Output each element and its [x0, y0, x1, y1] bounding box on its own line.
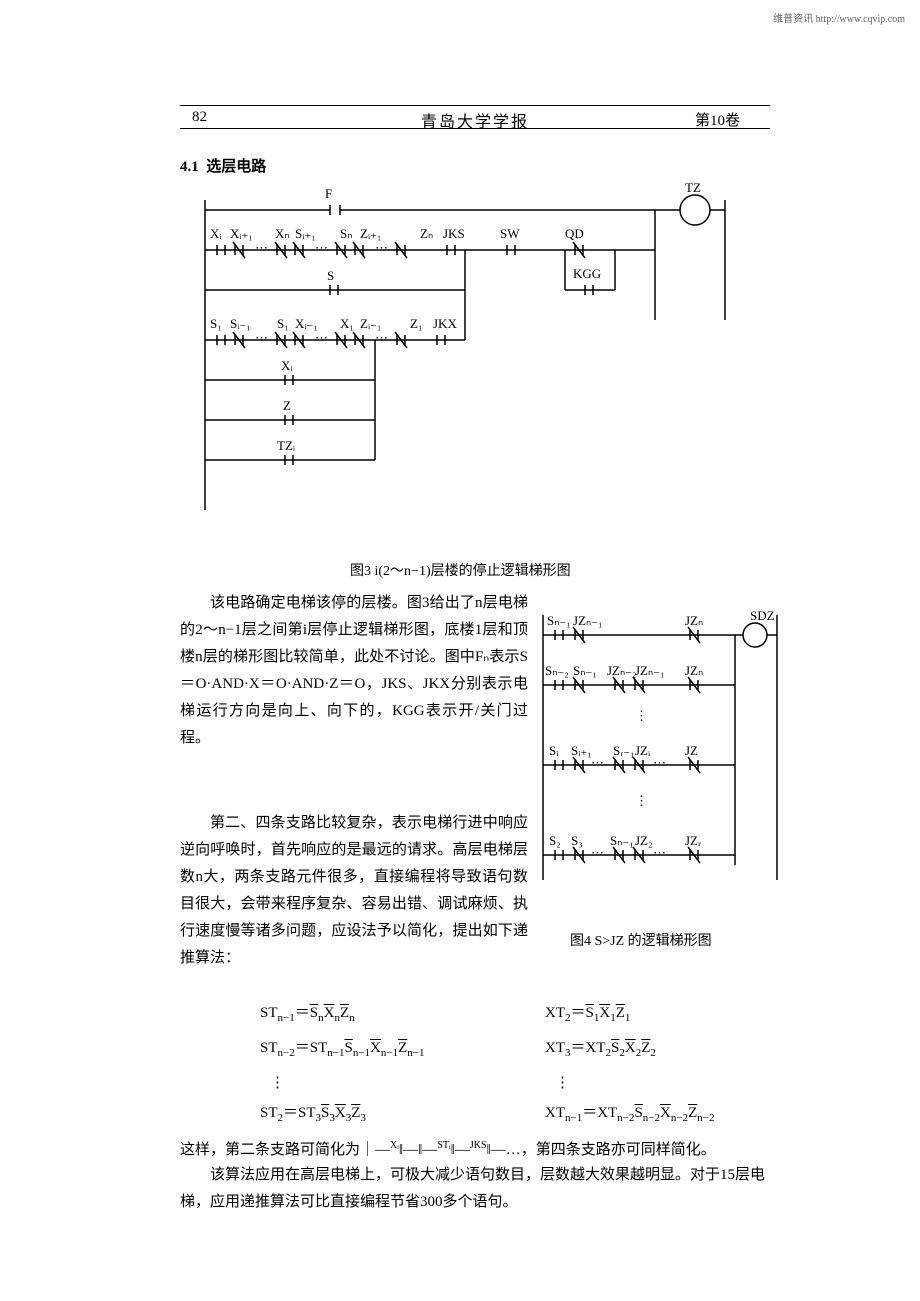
svg-text:Sᵣ₋₁: Sᵣ₋₁ — [613, 743, 635, 758]
svg-text:Sₙ₋₁: Sₙ₋₁ — [610, 833, 634, 848]
svg-text:⋯: ⋯ — [315, 330, 328, 345]
svg-text:Xᵢ: Xᵢ — [210, 226, 222, 241]
svg-text:⋯: ⋯ — [591, 845, 604, 860]
svg-text:Xᵢ: Xᵢ — [281, 358, 293, 373]
watermark: 维普资讯 http://www.cqvip.com — [773, 10, 905, 25]
svg-text:X₁: X₁ — [340, 316, 354, 331]
paragraph-1: 该电路确定电梯该停的层楼。图3给出了n层电梯的2～n−1层之间第i层停止逻辑梯形… — [180, 590, 528, 752]
volume-label: 第10卷 — [695, 109, 740, 130]
svg-text:⋯: ⋯ — [653, 845, 666, 860]
svg-text:JZ: JZ — [685, 743, 698, 758]
svg-text:JZ₂: JZ₂ — [635, 833, 653, 848]
svg-text:Zᵢ₊₁: Zᵢ₊₁ — [360, 226, 381, 241]
svg-text:JZᵣ: JZᵣ — [685, 833, 701, 848]
svg-text:⋯: ⋯ — [375, 240, 388, 255]
svg-text:⋯: ⋯ — [315, 240, 328, 255]
svg-text:⋯: ⋯ — [653, 755, 666, 770]
paragraph-3: 这样，第二条支路可简化为｜—Xᵢ‖—‖—STᵢ‖—JKS‖—…，第四条支路亦可同… — [180, 1132, 780, 1164]
svg-text:S₁: S₁ — [210, 316, 222, 331]
svg-text:SDZ: SDZ — [750, 608, 775, 623]
svg-text:TZ: TZ — [685, 180, 701, 195]
svg-text:JZᵢ: JZᵢ — [635, 743, 651, 758]
journal-title: 青岛大学学报 — [421, 108, 529, 132]
svg-text:Xₙ: Xₙ — [275, 226, 290, 241]
svg-text:QD: QD — [565, 226, 584, 241]
section-title: 4.1 选层电路 — [180, 155, 266, 176]
svg-text:JZₙ: JZₙ — [685, 663, 703, 678]
svg-text:JZₙ: JZₙ — [685, 613, 703, 628]
equations-left: STn−1＝SnXnZn STn−2＝STn−1Sn−1Xn−1Zn−1 ⋮ S… — [260, 998, 424, 1133]
svg-text:TZᵢ: TZᵢ — [277, 438, 296, 453]
svg-text:Sᵢ₊₁: Sᵢ₊₁ — [295, 226, 316, 241]
svg-text:⋯: ⋯ — [375, 330, 388, 345]
paragraph-2: 第二、四条支路比较复杂，表示电梯行进中响应逆向呼唤时，首先响应的是最远的请求。高… — [180, 810, 528, 972]
figure4-ladder-diagram: Sₙ₋₁ JZₙ₋₁ JZₙ SDZ Sₙ₋₂ Sₙ₋₁ JZₙ₋₂ JZₙ₋₁… — [535, 605, 785, 890]
svg-text:Z₁: Z₁ — [410, 316, 422, 331]
page-number: 82 — [192, 109, 207, 126]
figure3-ladder-diagram: F TZ ⋯ ⋯ ⋯ Xᵢ Xᵢ₊₁ Xₙ Sᵢ₊₁ Sₙ Zᵢ₊₁ Zₙ JK… — [195, 180, 735, 515]
svg-text:S₁: S₁ — [277, 316, 289, 331]
svg-text:⋯: ⋯ — [591, 755, 604, 770]
svg-text:JKX: JKX — [433, 316, 457, 331]
svg-text:JZₙ₋₂: JZₙ₋₂ — [607, 663, 637, 678]
paragraph-4: 该算法应用在高层电梯上，可极大减少语句数目，层数越大效果越明显。对于15层电梯，… — [180, 1162, 780, 1216]
svg-text:Zᵢ₋₁: Zᵢ₋₁ — [360, 316, 381, 331]
svg-text:S₃: S₃ — [571, 833, 583, 848]
svg-text:Sₙ₋₂: Sₙ₋₂ — [545, 663, 569, 678]
figure3-caption: 图3 i(2～n−1)层楼的停止逻辑梯形图 — [350, 560, 571, 580]
svg-text:Sₙ₋₁: Sₙ₋₁ — [547, 613, 571, 628]
svg-text:⋯: ⋯ — [255, 240, 268, 255]
svg-text:Xᵢ₋₁: Xᵢ₋₁ — [295, 316, 318, 331]
svg-text:JZₙ₋₁: JZₙ₋₁ — [573, 613, 603, 628]
svg-text:F: F — [325, 186, 332, 201]
svg-text:Sᵢ: Sᵢ — [549, 743, 559, 758]
svg-text:S₂: S₂ — [549, 833, 561, 848]
svg-text:Sₙ: Sₙ — [340, 226, 352, 241]
svg-text:Sᵢ₋₁: Sᵢ₋₁ — [230, 316, 251, 331]
svg-text:Xᵢ₊₁: Xᵢ₊₁ — [230, 226, 253, 241]
equations-right: XT2＝S1X1Z1 XT3＝XT2S2X2Z2 ⋮ XTn−1＝XTn−2Sn… — [545, 998, 714, 1133]
svg-text:⋮: ⋮ — [635, 793, 648, 808]
svg-text:Sᵢ₊₁: Sᵢ₊₁ — [571, 743, 592, 758]
svg-text:S: S — [327, 268, 334, 283]
svg-text:⋮: ⋮ — [635, 708, 648, 723]
svg-text:JKS: JKS — [443, 226, 465, 241]
svg-text:KGG: KGG — [573, 266, 601, 281]
svg-text:Sₙ₋₁: Sₙ₋₁ — [573, 663, 597, 678]
svg-text:Z: Z — [283, 398, 291, 413]
page-header: 82 青岛大学学报 第10卷 — [180, 105, 770, 129]
figure4-caption: 图4 S>JZ 的逻辑梯形图 — [570, 930, 712, 950]
svg-text:⋯: ⋯ — [255, 330, 268, 345]
svg-text:JZₙ₋₁: JZₙ₋₁ — [635, 663, 665, 678]
svg-text:SW: SW — [500, 226, 520, 241]
svg-text:Zₙ: Zₙ — [420, 226, 433, 241]
